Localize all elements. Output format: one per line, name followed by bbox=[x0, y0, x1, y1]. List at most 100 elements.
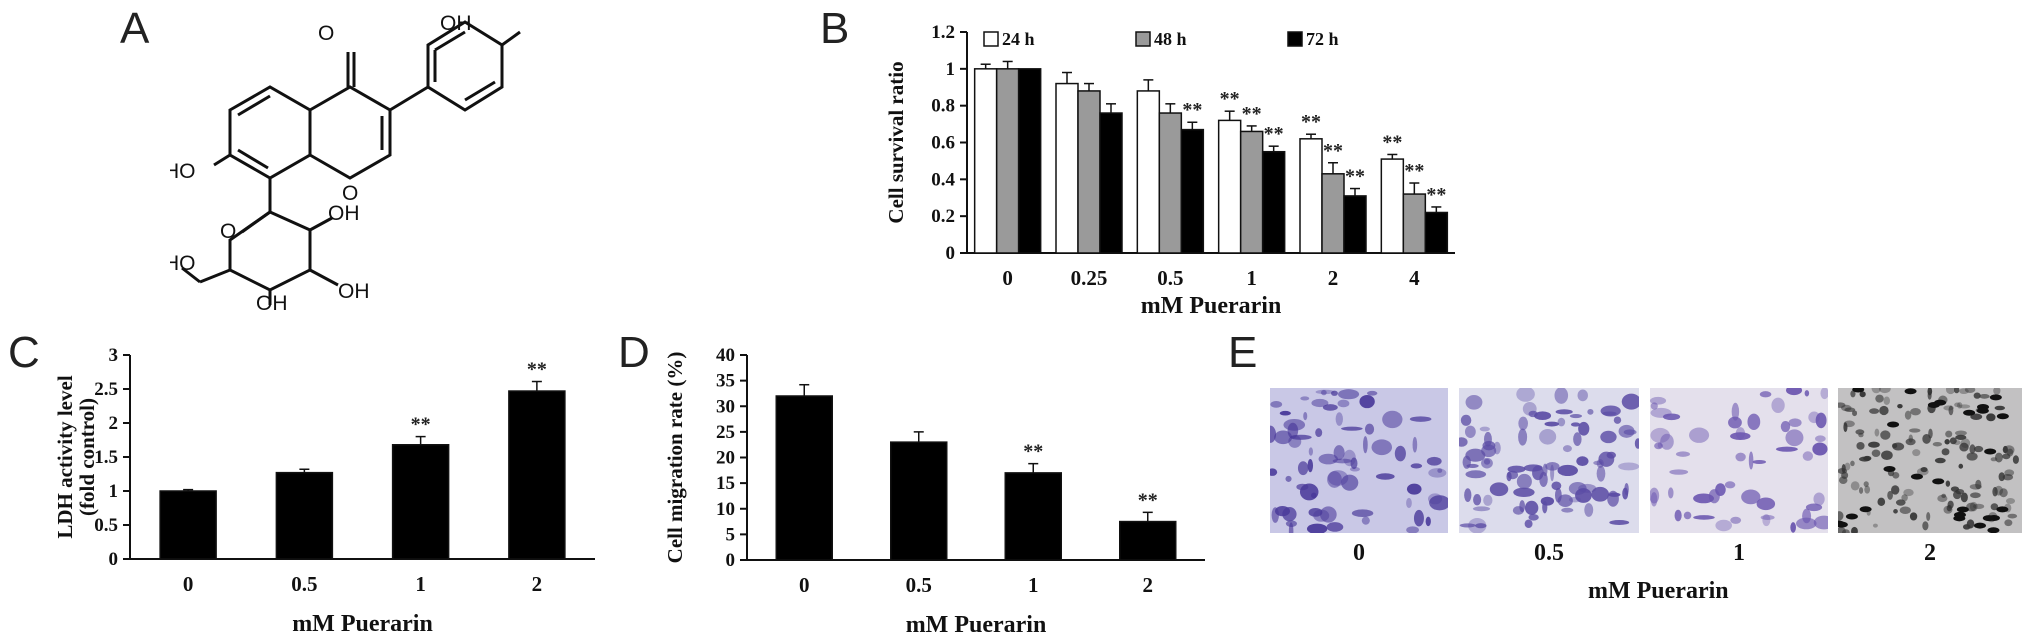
micrograph-image bbox=[1455, 386, 1642, 534]
cell bbox=[1785, 429, 1804, 447]
chem-label-ho-sugar: HO bbox=[170, 252, 196, 275]
x-tick-label: 1 bbox=[1028, 573, 1039, 597]
cell bbox=[1905, 438, 1916, 446]
cell bbox=[1464, 425, 1476, 438]
cell bbox=[2002, 445, 2008, 454]
micrograph-0 bbox=[1264, 388, 1451, 540]
cell bbox=[1959, 388, 1969, 395]
cell bbox=[1841, 471, 1849, 479]
cell bbox=[1850, 390, 1856, 398]
cell bbox=[1891, 485, 1900, 495]
micrograph-2 bbox=[1832, 383, 2022, 536]
cell bbox=[1489, 482, 1509, 497]
cell bbox=[1955, 430, 1967, 436]
cell bbox=[1341, 426, 1363, 431]
bar bbox=[1261, 150, 1286, 254]
cell bbox=[1409, 416, 1432, 422]
cell bbox=[1788, 418, 1802, 428]
cell bbox=[1437, 468, 1443, 473]
cell bbox=[1957, 402, 1963, 409]
cell bbox=[1771, 397, 1785, 414]
bar bbox=[775, 395, 833, 561]
y-tick-label: 1.5 bbox=[94, 447, 118, 468]
cell bbox=[1775, 446, 1798, 452]
cell bbox=[1516, 473, 1532, 490]
cell bbox=[1969, 444, 1976, 454]
cell bbox=[1573, 432, 1582, 446]
cell bbox=[1327, 470, 1349, 486]
cell bbox=[1545, 462, 1560, 471]
bar bbox=[1004, 472, 1062, 561]
cell bbox=[1899, 506, 1911, 514]
cell bbox=[1715, 519, 1732, 532]
cell bbox=[1321, 389, 1327, 396]
cell bbox=[1550, 464, 1555, 482]
cell bbox=[1668, 487, 1674, 499]
micrograph-label-0-5: 0.5 bbox=[1534, 540, 1564, 566]
cell bbox=[1897, 404, 1903, 409]
significance-label: ** bbox=[1220, 88, 1240, 110]
bar bbox=[1402, 193, 1427, 254]
cell bbox=[1528, 514, 1539, 521]
cell bbox=[1715, 483, 1726, 496]
cell bbox=[2012, 455, 2019, 464]
cell bbox=[1689, 427, 1710, 443]
cell bbox=[1563, 445, 1572, 453]
cell bbox=[1600, 405, 1621, 417]
cell bbox=[1662, 413, 1681, 421]
cell bbox=[1944, 439, 1950, 445]
cell bbox=[1747, 413, 1761, 430]
pore bbox=[1904, 388, 1917, 395]
cell bbox=[1973, 445, 1984, 453]
cell bbox=[1534, 411, 1552, 421]
cell bbox=[1912, 449, 1921, 457]
bar bbox=[1099, 112, 1123, 254]
bar bbox=[995, 68, 1020, 254]
cell bbox=[1364, 423, 1375, 435]
y-tick-label: 0.5 bbox=[94, 515, 118, 536]
cell bbox=[1359, 394, 1375, 409]
cell bbox=[1674, 509, 1682, 522]
cell bbox=[1945, 480, 1951, 487]
bar bbox=[275, 471, 334, 560]
panel-letter-b: B bbox=[820, 4, 850, 53]
cell bbox=[1554, 387, 1569, 404]
chem-label-oh-top: OH bbox=[440, 12, 472, 35]
cell bbox=[1993, 386, 2001, 395]
cell bbox=[1282, 507, 1297, 522]
significance-label: ** bbox=[1023, 441, 1043, 463]
significance-label: ** bbox=[1345, 166, 1365, 188]
cell bbox=[1568, 482, 1587, 495]
cell bbox=[1524, 500, 1539, 516]
y-axis-label-2: (fold control) bbox=[75, 398, 99, 516]
cell bbox=[1970, 492, 1981, 499]
puerarin-structure: OH O HO O HO OH OH OH O bbox=[170, 12, 521, 310]
cell bbox=[1539, 429, 1557, 445]
y-tick-label: 1 bbox=[109, 481, 119, 502]
cell bbox=[1621, 393, 1641, 410]
pore bbox=[1987, 527, 2000, 534]
cell bbox=[1859, 456, 1871, 462]
cell bbox=[1887, 490, 1893, 500]
bar bbox=[1321, 173, 1345, 254]
cell bbox=[1483, 458, 1491, 465]
cell bbox=[1752, 459, 1766, 464]
cell bbox=[1465, 394, 1483, 410]
cell bbox=[1483, 494, 1493, 506]
cell bbox=[1990, 457, 1998, 462]
cell bbox=[1591, 486, 1609, 502]
cell bbox=[1964, 386, 1976, 394]
bar bbox=[1299, 138, 1323, 254]
cell bbox=[1850, 460, 1855, 467]
cell bbox=[1524, 519, 1533, 529]
cell bbox=[1394, 445, 1406, 462]
y-tick-label: 30 bbox=[716, 396, 735, 417]
pore bbox=[1845, 513, 1858, 520]
cell bbox=[1728, 416, 1742, 429]
chem-label-ho-left: HO bbox=[170, 160, 196, 183]
cell bbox=[1465, 448, 1486, 462]
cell bbox=[1881, 450, 1893, 461]
cell bbox=[1464, 488, 1472, 502]
significance-label: ** bbox=[1264, 123, 1284, 145]
cell bbox=[1584, 503, 1594, 517]
